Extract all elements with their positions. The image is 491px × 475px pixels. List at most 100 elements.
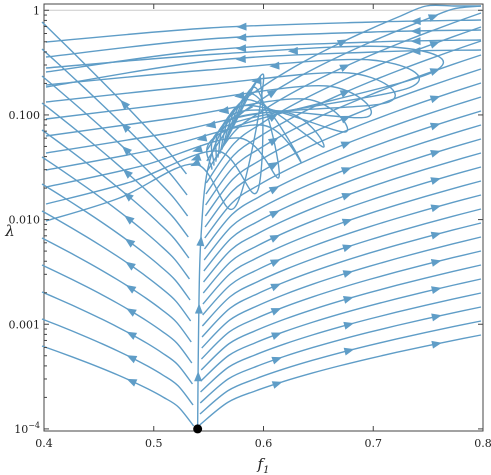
fixed-point-marker xyxy=(193,424,203,434)
axis-ticks: 0.4 0.5 0.6 0.7 0.8 10−4 0.001 0.010 0.100 1 xyxy=(9,4,491,450)
stream-arrow xyxy=(410,27,421,36)
streamline xyxy=(200,264,482,371)
stream-arrows xyxy=(120,14,442,389)
stream-arrow xyxy=(269,259,281,267)
stream-arrow xyxy=(336,39,348,48)
y-tick-label: 0.010 xyxy=(9,214,41,227)
stream-arrow xyxy=(266,89,278,99)
stream-arrow xyxy=(410,47,421,56)
streamline xyxy=(205,54,482,206)
streamline xyxy=(45,49,482,88)
stream-arrow xyxy=(342,244,353,253)
stream-arrow xyxy=(410,37,421,46)
stream-arrow xyxy=(126,378,138,387)
x-axis-label: f1 xyxy=(257,455,270,475)
stream-arrow xyxy=(340,141,352,150)
y-tick-label: 10−4 xyxy=(14,421,40,436)
streamline xyxy=(201,208,482,327)
stream-arrow xyxy=(270,308,282,316)
streamline xyxy=(41,75,189,217)
stream-arrow xyxy=(429,41,441,49)
stream-arrow xyxy=(235,44,247,53)
streamline xyxy=(199,306,482,404)
streamline xyxy=(41,21,187,175)
plot-frame xyxy=(43,3,484,432)
streamline xyxy=(199,320,482,415)
stream-arrow xyxy=(192,144,203,153)
stream-arrow xyxy=(121,123,132,133)
stream-arrow xyxy=(124,215,135,225)
stream-arrow xyxy=(431,286,442,295)
streamline xyxy=(41,210,192,322)
stream-arrow xyxy=(340,115,351,124)
stream-arrow xyxy=(196,133,208,142)
streamline xyxy=(45,86,280,188)
y-tick-label: 0.100 xyxy=(9,109,41,122)
stream-arrow xyxy=(268,161,280,171)
y-tick-label: 1 xyxy=(33,4,40,17)
stream-arrow xyxy=(269,234,281,243)
stream-arrow xyxy=(342,270,354,278)
stream-arrow xyxy=(430,231,442,240)
y-tick-label: 0.001 xyxy=(9,318,41,331)
stream-arrow xyxy=(429,95,441,104)
streamline xyxy=(45,98,325,154)
streamline xyxy=(196,106,254,428)
x-tick-label: 0.7 xyxy=(365,437,383,450)
streamline xyxy=(41,129,190,259)
stream-arrow xyxy=(120,99,131,110)
stream-arrow xyxy=(343,321,355,330)
stream-arrow xyxy=(126,308,137,317)
stream-arrow xyxy=(429,122,441,131)
stream-arrow xyxy=(267,113,279,123)
stream-arrow xyxy=(194,303,203,314)
stream-arrow xyxy=(430,149,441,158)
stream-arrow xyxy=(126,355,138,364)
stream-arrow xyxy=(430,258,442,267)
stream-arrow xyxy=(343,347,355,356)
streamline xyxy=(41,102,189,238)
stream-arrow xyxy=(429,68,441,76)
stream-arrow xyxy=(342,296,354,304)
stream-arrow xyxy=(267,137,279,147)
stream-arrow xyxy=(126,331,138,340)
stream-arrow xyxy=(121,146,133,156)
stream-arrow xyxy=(122,169,133,179)
streamline xyxy=(41,318,194,406)
stream-arrow xyxy=(190,153,202,161)
stream-arrow xyxy=(410,17,421,26)
x-tick-label: 0.8 xyxy=(474,437,491,450)
streamline xyxy=(202,194,482,316)
stream-arrow xyxy=(218,106,230,115)
stream-arrow xyxy=(251,76,262,85)
streamlines xyxy=(41,4,482,428)
stream-arrow xyxy=(427,14,439,22)
stream-arrow xyxy=(236,22,247,31)
stream-arrow xyxy=(431,340,442,349)
streamline xyxy=(45,80,264,205)
streamline xyxy=(41,237,192,343)
stream-arrow xyxy=(190,158,202,167)
stream-arrow xyxy=(270,283,282,292)
y-axis-label: λ xyxy=(4,222,15,240)
plot-frame-group xyxy=(43,3,484,432)
streamline xyxy=(41,183,191,301)
x-tick-label: 0.5 xyxy=(145,437,163,450)
stream-arrow xyxy=(124,238,136,248)
stream-arrow xyxy=(236,33,247,42)
stream-arrow xyxy=(339,64,350,73)
stream-arrow xyxy=(269,210,280,219)
streamline xyxy=(41,264,193,364)
stream-arrow xyxy=(339,90,351,98)
stream-arrow xyxy=(430,177,442,185)
streamline xyxy=(200,292,482,393)
stream-arrow xyxy=(235,54,246,63)
streamline xyxy=(41,345,195,427)
streamline xyxy=(41,48,188,196)
stream-arrow xyxy=(271,332,282,340)
streamline xyxy=(41,291,194,385)
stream-arrow xyxy=(125,261,136,271)
stream-arrow xyxy=(268,186,280,195)
streamline xyxy=(41,156,191,280)
